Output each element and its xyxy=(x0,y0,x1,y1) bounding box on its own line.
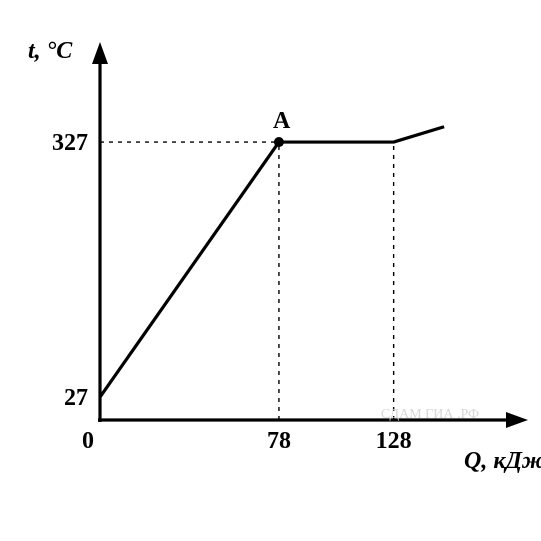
y-axis-label: t, °C xyxy=(28,38,73,64)
x-axis-label: Q, кДж xyxy=(464,448,541,474)
y-tick-27: 27 xyxy=(64,385,88,411)
point-a-label: A xyxy=(273,108,291,134)
x-tick-78: 78 xyxy=(267,428,291,454)
watermark-text: СДАМ ГИА .РФ xyxy=(381,407,479,422)
chart-background xyxy=(0,0,541,541)
temperature-heat-chart: At, °C Q, кДж 27 327 0 78 128 СДАМ ГИА .РФ xyxy=(0,0,541,541)
y-tick-327: 327 xyxy=(52,130,88,156)
chart-svg: At, °C Q, кДж 27 327 0 78 128 СДАМ ГИА .РФ xyxy=(0,0,541,541)
x-tick-128: 128 xyxy=(376,428,412,454)
point-a-marker xyxy=(274,137,284,147)
x-tick-0: 0 xyxy=(82,428,94,454)
